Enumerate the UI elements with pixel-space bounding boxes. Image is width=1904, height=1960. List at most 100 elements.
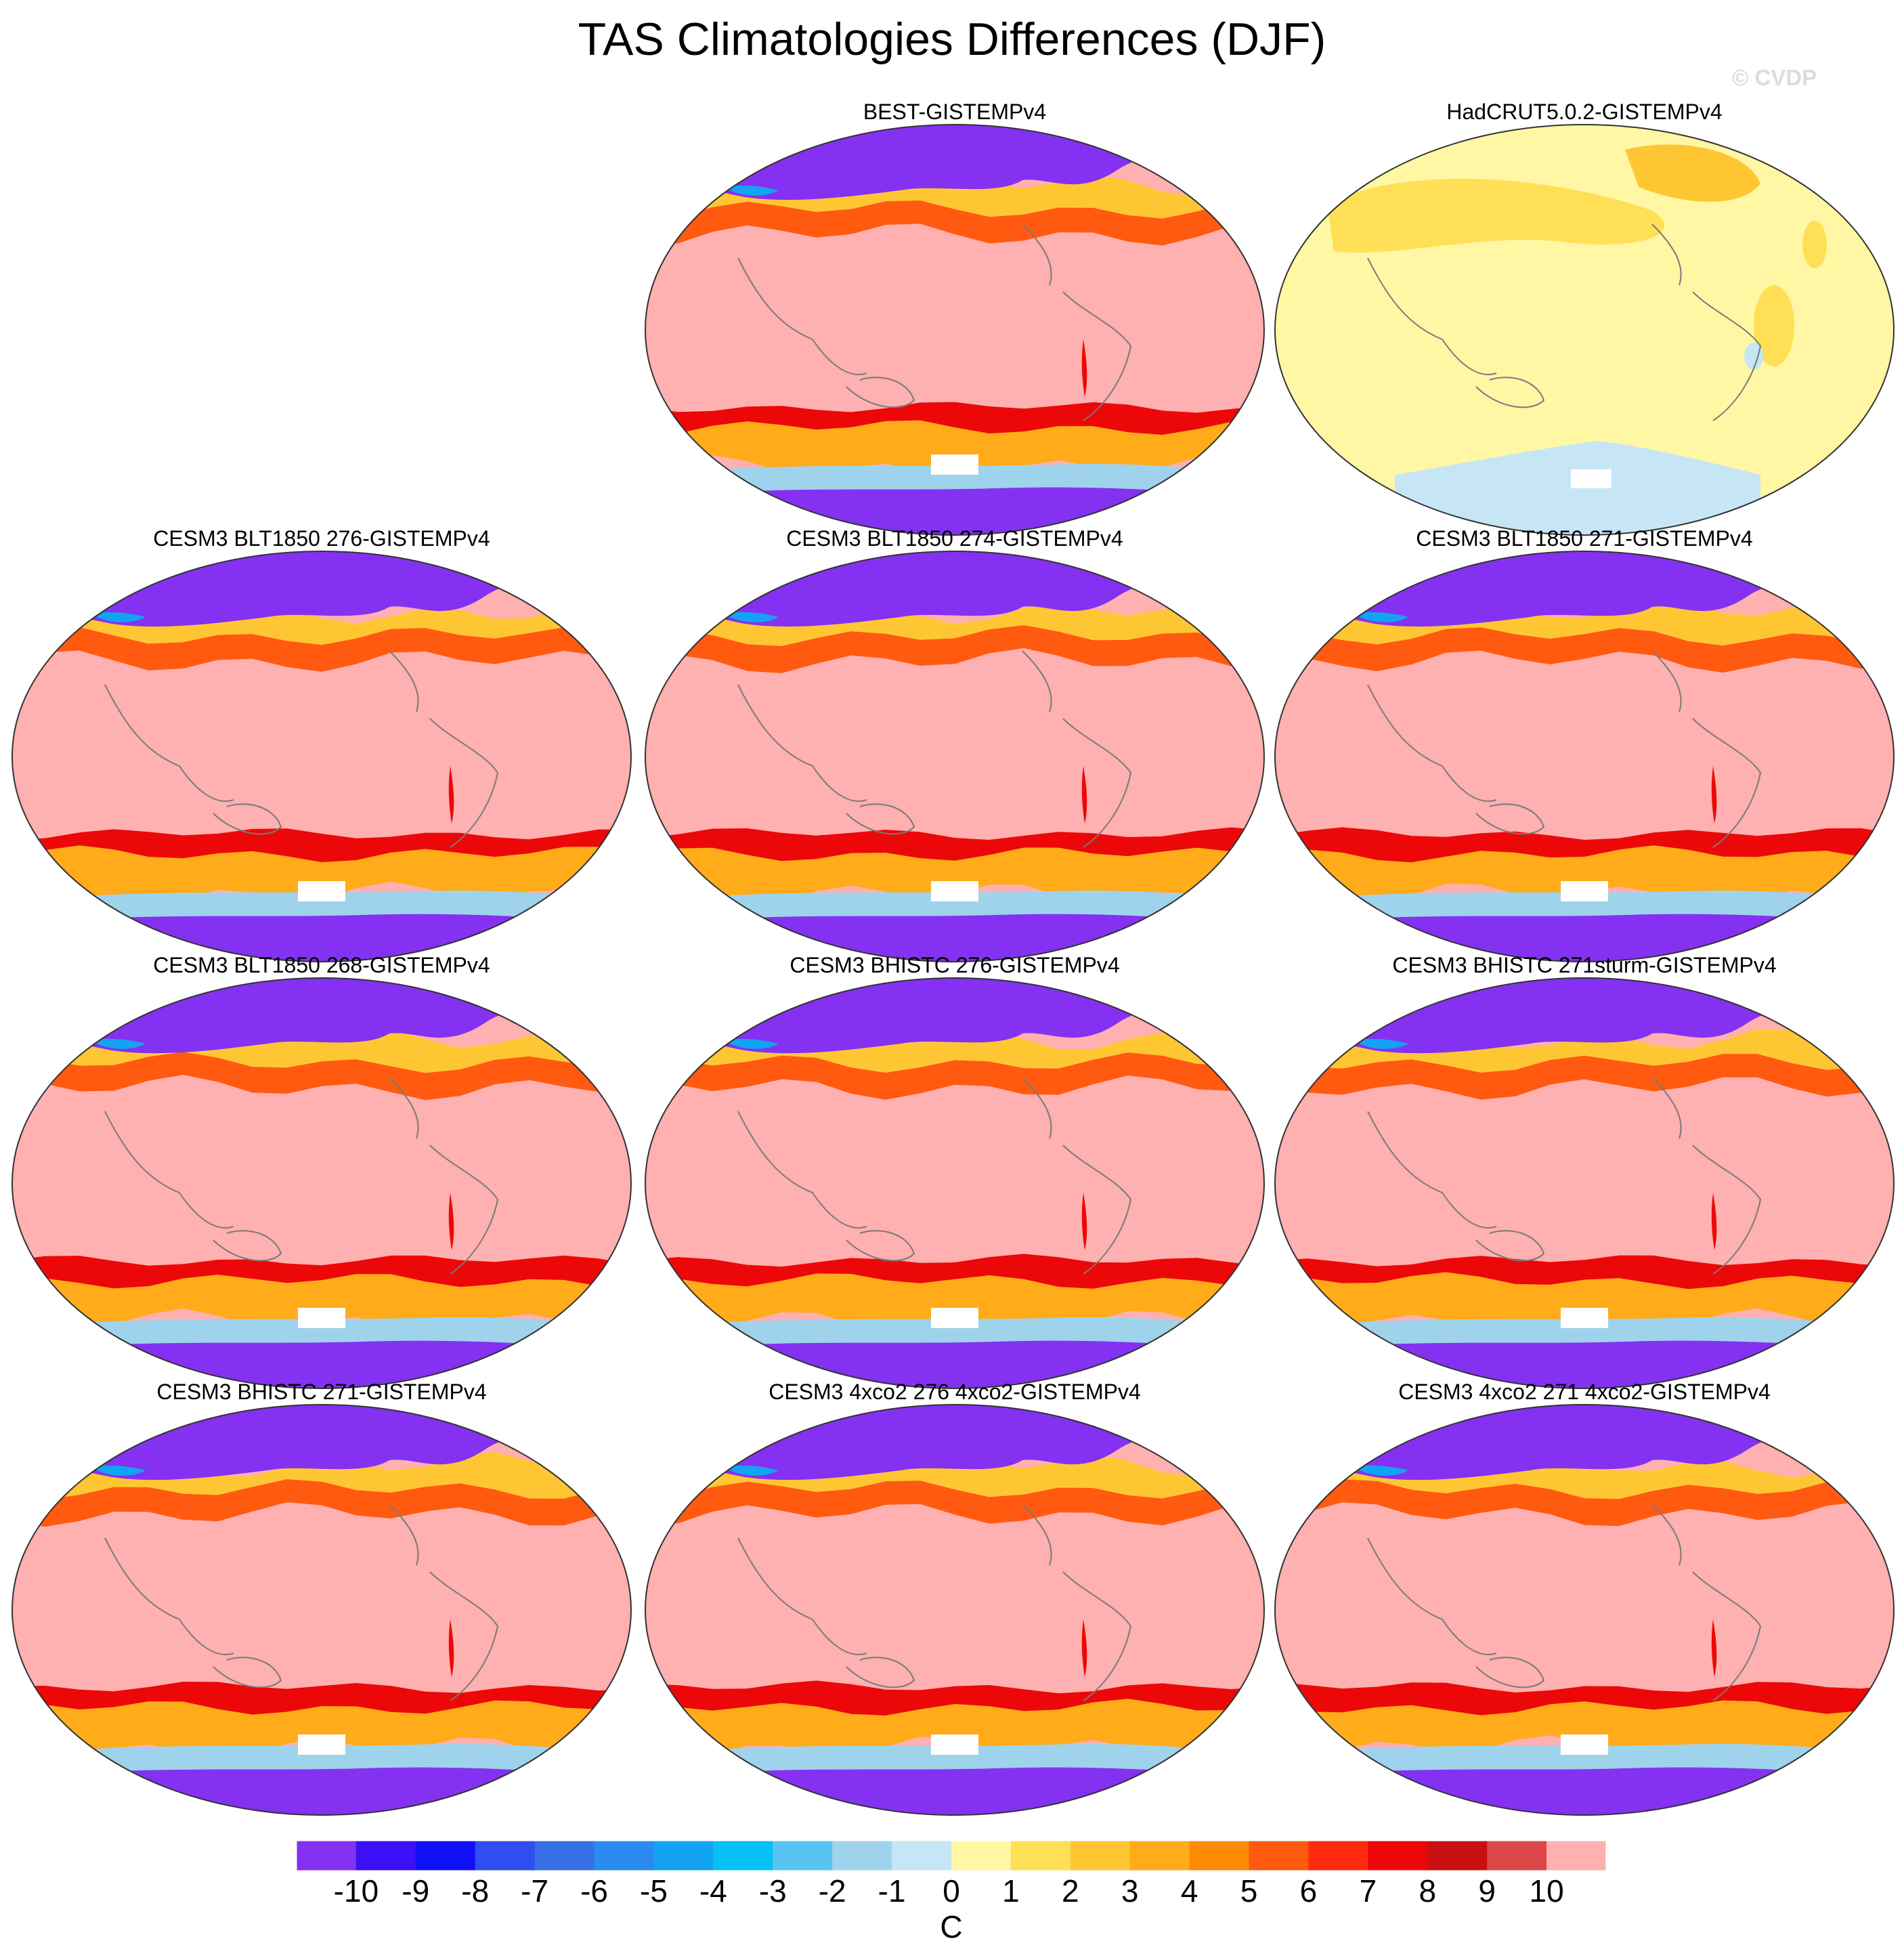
andes-warm-streak: [448, 766, 454, 824]
northern-yellow-band: [12, 599, 631, 645]
map-plot: [12, 1404, 632, 1816]
missing-data-box: [1561, 1308, 1608, 1328]
colorbar-border: [296, 1840, 1607, 1871]
coastline-namerica: [1651, 1504, 1682, 1566]
colorbar-tick-label: -7: [521, 1873, 549, 1909]
coastlines: [1367, 1504, 1762, 1701]
coastlines: [104, 650, 499, 848]
coastline-australia: [213, 1657, 282, 1688]
coastlines: [1367, 1077, 1762, 1275]
coastline-australia: [846, 803, 915, 835]
coastline-samerica: [1062, 1145, 1132, 1275]
map-plot: [645, 124, 1265, 536]
colorbar-box: [1070, 1841, 1131, 1871]
andes-warm-streak: [1081, 1619, 1087, 1677]
map-outline: [1274, 1404, 1895, 1816]
colorbar-box: [1368, 1841, 1428, 1871]
colorbar-tick-label: 2: [1062, 1873, 1079, 1909]
coastlines: [737, 650, 1132, 848]
andes-warm-streak: [1081, 766, 1087, 824]
coastlines: [1367, 223, 1762, 421]
map-outline: [12, 977, 632, 1389]
northern-blue-patch: [1354, 612, 1408, 622]
coastlines: [737, 1077, 1132, 1275]
coastline-namerica: [1022, 1504, 1052, 1566]
map-panel-title: CESM3 BHISTC 271-GISTEMPv4: [156, 1380, 487, 1404]
missing-data-box: [931, 881, 978, 901]
colorbar-box: [1546, 1841, 1607, 1871]
colorbar-tick-label: 0: [943, 1873, 960, 1909]
colorbar-box: [475, 1841, 536, 1871]
map-outline: [1274, 977, 1895, 1389]
coastlines: [737, 223, 1132, 421]
map-panel-title: CESM3 BLT1850 268-GISTEMPv4: [153, 953, 490, 977]
colorbar-tick-label: 4: [1180, 1873, 1198, 1909]
colorbar-box: [1308, 1841, 1368, 1871]
map-panel: BEST-GISTEMPv4: [643, 98, 1266, 545]
coastline-samerica: [1062, 291, 1132, 421]
coastlines: [104, 1077, 499, 1275]
map-panel-title: CESM3 BLT1850 271-GISTEMPv4: [1416, 526, 1753, 551]
coastline-asia: [737, 684, 867, 802]
coastline-asia: [1367, 1111, 1497, 1229]
map-panel: CESM3 BLT1850 276-GISTEMPv4: [10, 525, 633, 972]
colorbar-tick-label: 1: [1002, 1873, 1020, 1909]
map-plot: [645, 551, 1265, 962]
coastline-samerica: [1692, 1145, 1762, 1275]
coastlines: [1367, 650, 1762, 848]
northern-blue-patch: [91, 1038, 146, 1049]
colorbar-box: [1129, 1841, 1190, 1871]
map-plot: [1274, 977, 1895, 1389]
colorbar-tick-label: 3: [1121, 1873, 1139, 1909]
map-panel-title: CESM3 BLT1850 276-GISTEMPv4: [153, 526, 490, 551]
southern-orange-band: [645, 1699, 1264, 1760]
colorbar-tick-label: 7: [1359, 1873, 1377, 1909]
northern-blue-patch: [1354, 1465, 1408, 1476]
coastline-asia: [104, 1537, 234, 1655]
coastline-australia: [846, 377, 915, 408]
map-panel: HadCRUT5.0.2-GISTEMPv4: [1273, 98, 1896, 545]
southern-orange-band: [1275, 1272, 1894, 1334]
coastline-asia: [737, 1537, 867, 1655]
northern-yellow-band: [1275, 1452, 1894, 1499]
colorbar-box: [1010, 1841, 1071, 1871]
colorbar-box: [892, 1841, 952, 1871]
coastlines: [104, 1504, 499, 1701]
colorbar-box: [713, 1841, 773, 1871]
missing-data-box: [931, 1734, 978, 1755]
map-outline: [1274, 124, 1895, 536]
coastline-namerica: [1651, 223, 1682, 286]
coastline-namerica: [1651, 650, 1682, 712]
coastlines: [737, 1504, 1132, 1701]
map-panel-title: BEST-GISTEMPv4: [863, 100, 1047, 124]
map-plot: [645, 977, 1265, 1389]
atlantic-warm-patch: [1802, 221, 1827, 268]
missing-data-box: [1571, 469, 1611, 488]
northern-yellow-band: [645, 599, 1264, 647]
antarctic-cool-field: [1395, 441, 1760, 535]
coastline-australia: [1475, 1230, 1545, 1262]
map-panel-title: CESM3 4xco2 271 4xco2-GISTEMPv4: [1398, 1380, 1771, 1404]
coastline-samerica: [1062, 718, 1132, 848]
andes-warm-streak: [1081, 1193, 1087, 1250]
coastline-australia: [213, 803, 282, 835]
northern-blue-patch: [91, 1465, 146, 1476]
map-panel: CESM3 BHISTC 276-GISTEMPv4: [643, 952, 1266, 1399]
colorbar-box: [1249, 1841, 1309, 1871]
coastline-australia: [1475, 803, 1545, 835]
colorbar-tick-label: -4: [699, 1873, 727, 1909]
coastline-asia: [104, 684, 234, 802]
andes-warm-streak: [1081, 339, 1087, 397]
northern-blue-patch: [724, 612, 779, 622]
northern-yellow-band: [12, 1028, 631, 1073]
northern-blue-patch: [1354, 1038, 1408, 1049]
colorbar-unit: C: [940, 1909, 963, 1944]
northern-yellow-band: [645, 175, 1264, 219]
coastline-namerica: [1022, 650, 1052, 712]
arctic-warm-patch: [1625, 144, 1760, 202]
coastline-namerica: [1022, 223, 1052, 286]
coastline-namerica: [389, 650, 419, 712]
coastline-asia: [1367, 1537, 1497, 1655]
colorbar-tick-label: -1: [878, 1873, 906, 1909]
